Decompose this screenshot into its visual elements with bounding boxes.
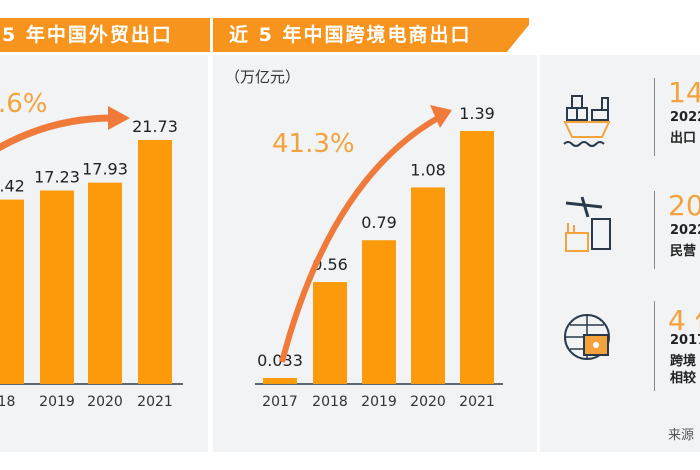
globe-ecommerce-icon	[564, 314, 610, 360]
bar	[263, 377, 297, 384]
arrow-head	[430, 105, 452, 128]
bar	[138, 139, 172, 384]
side-text: 2022	[670, 223, 700, 238]
cargo-ship-icon	[563, 95, 611, 147]
tick-label: 018	[0, 394, 15, 410]
side-big-number: 14	[668, 76, 700, 109]
bar	[313, 282, 347, 384]
arrow-head	[108, 106, 130, 130]
middle-chart-title: 近 5 年中国跨境电商出口	[213, 18, 529, 52]
divider	[654, 78, 655, 156]
value-label: 17.93	[82, 160, 128, 179]
side-big-number: 20	[668, 189, 700, 222]
tick-label: 2019	[39, 394, 75, 410]
bar	[362, 240, 396, 384]
value-label: 1.39	[459, 104, 495, 123]
bar	[40, 190, 74, 384]
value-label: 0.79	[361, 213, 397, 232]
growth-arrow	[0, 114, 113, 152]
value-label: 17.23	[34, 168, 80, 187]
side-text: 2022	[670, 110, 700, 125]
unit-label: （万亿元）	[225, 68, 301, 86]
side-text: 民营	[670, 244, 697, 259]
side-text: 出口	[670, 131, 697, 146]
tick-label: 2018	[312, 394, 348, 410]
bar	[0, 199, 24, 384]
tick-label: 2020	[87, 394, 123, 410]
tick-label: 2020	[410, 394, 446, 410]
tick-label: 2021	[459, 394, 495, 410]
logistics-icon	[565, 196, 611, 252]
side-text: 2017	[670, 333, 700, 348]
left-chart-title: 5 年中国外贸出口	[0, 18, 210, 52]
side-text: 跨境	[670, 354, 697, 369]
tick-label: 2021	[137, 394, 173, 410]
bar	[411, 187, 445, 384]
side-text: 相较	[670, 371, 697, 386]
divider	[654, 301, 655, 391]
bar	[88, 182, 122, 384]
growth-arrow	[279, 115, 440, 363]
growth-label: 41.3%	[272, 129, 355, 159]
value-label: 1.08	[410, 160, 446, 179]
source-label: 来源	[668, 428, 695, 443]
value-label: 6.42	[0, 177, 25, 196]
bar	[460, 131, 494, 384]
growth-label: .6%	[0, 89, 48, 119]
value-label: 21.73	[132, 117, 178, 136]
tick-label: 2017	[262, 394, 298, 410]
divider	[654, 191, 655, 269]
side-big-number: 4 亿	[668, 304, 700, 337]
tick-label: 2019	[361, 394, 397, 410]
